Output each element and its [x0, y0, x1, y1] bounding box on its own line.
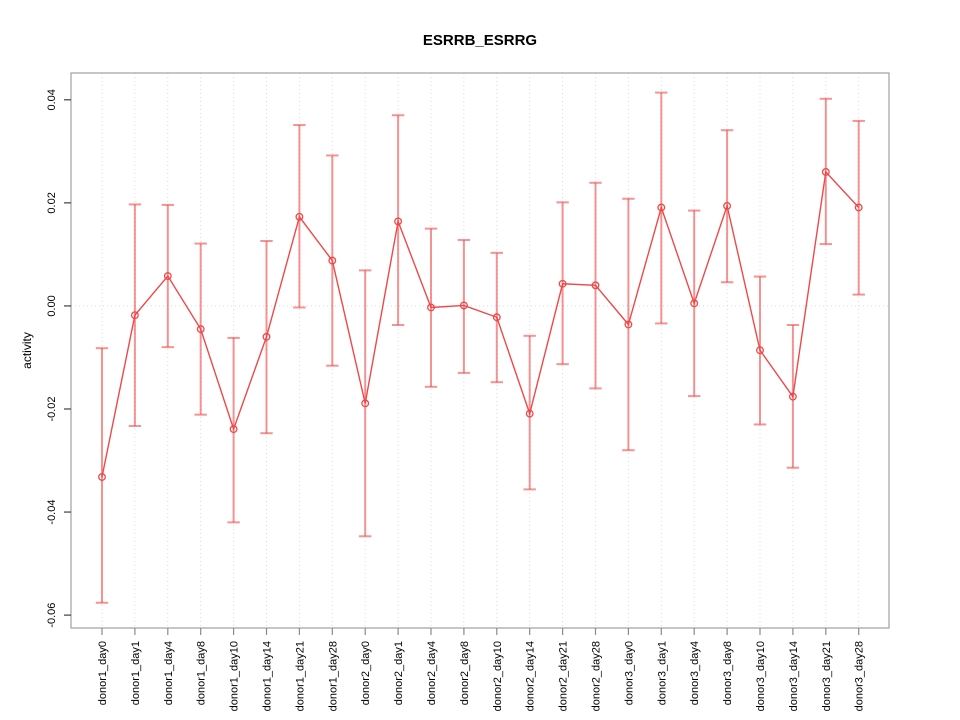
x-tick-label: donor2_day28 — [591, 641, 603, 711]
data-point — [854, 203, 863, 212]
y-tick-label: 0.02 — [46, 192, 58, 213]
data-point — [262, 332, 271, 341]
x-tick-label: donor1_day28 — [327, 641, 339, 711]
data-point — [427, 303, 435, 312]
x-tick-label: donor2_day4 — [426, 641, 438, 705]
data-point — [98, 473, 106, 481]
data-point — [723, 202, 732, 210]
data-point — [295, 212, 304, 221]
data-point — [657, 203, 666, 212]
data-point — [328, 256, 337, 265]
chart-title: ESRRB_ESRRG — [423, 32, 537, 49]
data-point — [624, 320, 633, 329]
x-tick-label: donor1_day8 — [196, 641, 208, 705]
series-line — [101, 170, 860, 478]
x-tick-label: donor3_day8 — [722, 641, 734, 705]
x-tick-label: donor2_day10 — [492, 641, 504, 711]
data-point — [821, 167, 830, 176]
data-point — [229, 425, 238, 434]
x-tick-label: donor2_day21 — [558, 641, 570, 711]
x-tick-label: donor3_day21 — [821, 641, 833, 711]
x-tick-label: donor1_day4 — [163, 641, 175, 705]
x-tick-label: donor2_day14 — [525, 641, 537, 711]
y-tick-label: 0.04 — [46, 89, 58, 110]
y-tick-label: -0.04 — [46, 500, 58, 525]
data-point — [130, 311, 139, 320]
data-point — [361, 399, 370, 408]
data-point — [394, 217, 403, 226]
x-tick-label: donor3_day1 — [656, 641, 668, 705]
data-point — [459, 301, 468, 310]
x-tick-label: donor2_day8 — [459, 641, 471, 705]
x-tick-label: donor3_day0 — [623, 641, 635, 705]
x-tick-label: donor1_day0 — [97, 641, 109, 705]
data-point — [196, 325, 205, 334]
data-point — [558, 279, 567, 288]
x-tick-label: donor1_day21 — [294, 641, 306, 711]
x-tick-label: donor3_day10 — [755, 641, 767, 711]
data-point — [525, 409, 534, 418]
x-tick-label: donor1_day14 — [262, 641, 274, 711]
y-tick-label: -0.06 — [46, 603, 58, 628]
y-tick-label: 0.00 — [46, 295, 58, 316]
x-tick-label: donor1_day10 — [229, 641, 241, 711]
x-tick-label: donor2_day0 — [360, 641, 372, 705]
y-tick-label: -0.02 — [46, 396, 58, 421]
data-point — [788, 392, 797, 401]
data-point — [492, 313, 501, 322]
plot-frame — [70, 72, 890, 629]
data-point — [756, 346, 764, 355]
x-tick-label: donor1_day1 — [130, 641, 142, 705]
data-point — [591, 281, 600, 290]
x-tick-label: donor3_day28 — [854, 641, 866, 711]
x-tick-label: donor3_day4 — [689, 641, 701, 705]
x-tick-label: donor3_day14 — [788, 641, 800, 711]
data-point — [690, 299, 699, 308]
x-tick-label: donor2_day1 — [393, 641, 405, 705]
data-point — [163, 272, 172, 280]
y-axis-label: activity — [20, 332, 34, 369]
